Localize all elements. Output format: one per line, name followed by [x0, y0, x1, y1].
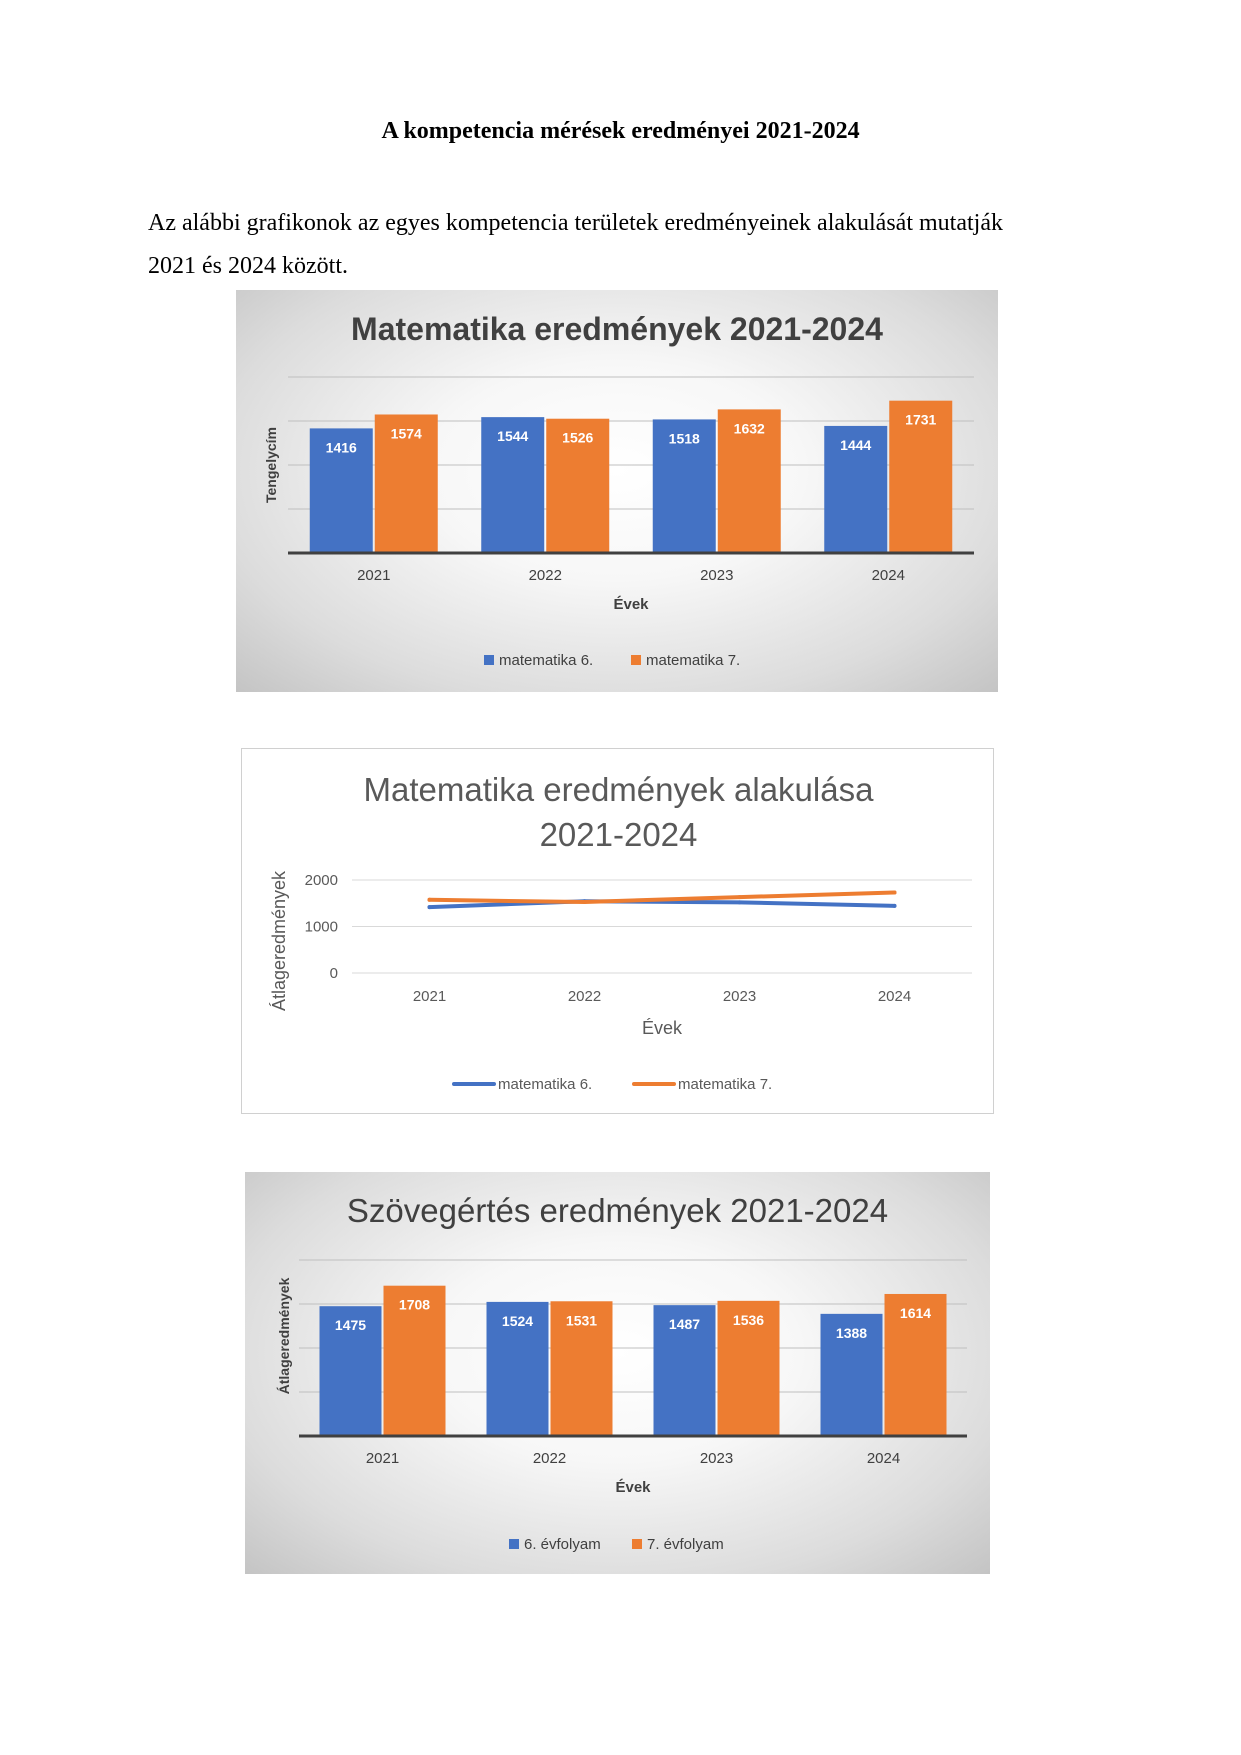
- legend-label-2: matematika 7.: [646, 652, 740, 669]
- y-axis-title: Tengelycím: [263, 427, 279, 503]
- legend-swatch-2: [631, 655, 641, 665]
- chart-title: Szövegértés eredmények 2021-2024: [347, 1192, 888, 1229]
- bar-1-2022: [481, 417, 545, 553]
- math-line-chart-svg: Matematika eredmények alakulása 2021-2024…: [269, 771, 972, 1093]
- data-label: 1731: [905, 412, 936, 428]
- legend-label-1: matematika 6.: [498, 1076, 592, 1093]
- intro-line-2: 2021 és 2024 között.: [148, 253, 348, 279]
- math-bar-chart: Matematika eredmények 2021-2024 1416 1574 2…: [236, 290, 998, 692]
- legend-label-2: 7. évfolyam: [647, 1536, 724, 1553]
- x-axis-title: Évek: [642, 1018, 683, 1038]
- legend-swatch-1: [509, 1539, 519, 1549]
- bar-2-2024: [884, 1293, 947, 1436]
- intro-line-1: Az alábbi grafikonok az egyes kompetenci…: [148, 210, 1003, 236]
- bar-1-2023: [652, 419, 716, 553]
- reading-bar-chart-svg: Szövegértés eredmények 2021-2024 1475 1708…: [276, 1192, 967, 1553]
- legend-label-2: matematika 7.: [678, 1076, 772, 1093]
- data-label: 1526: [562, 430, 593, 446]
- data-label: 1536: [733, 1312, 764, 1328]
- y-tick-label: 1000: [305, 919, 338, 936]
- bar-1-2024: [820, 1313, 883, 1436]
- math-bar-chart-svg: Matematika eredmények 2021-2024 1416 1574 2…: [263, 311, 974, 669]
- legend-label-1: 6. évfolyam: [524, 1536, 601, 1553]
- chart-title: Matematika eredmények 2021-2024: [351, 311, 883, 347]
- point-2-2023: [737, 895, 742, 900]
- x-tick-label: 2021: [366, 1450, 399, 1467]
- y-axis-title: Átlageredmények: [276, 1277, 292, 1394]
- intro-paragraph: Az alábbi grafikonok az egyes kompetenci…: [148, 202, 1098, 288]
- x-axis-title: Évek: [613, 596, 649, 613]
- data-label: 1632: [734, 420, 765, 436]
- bar-2-2021: [374, 414, 438, 553]
- data-label: 1518: [669, 430, 700, 446]
- point-2-2024: [892, 890, 897, 895]
- legend-label-1: matematika 6.: [499, 652, 593, 669]
- data-label: 1614: [900, 1305, 931, 1321]
- x-tick-label: 2024: [872, 567, 905, 584]
- point-1-2024: [892, 903, 897, 908]
- data-label: 1444: [840, 437, 871, 453]
- data-label: 1544: [497, 428, 528, 444]
- bar-2-2021: [383, 1285, 446, 1436]
- bar-1-2023: [653, 1305, 716, 1436]
- x-tick-label: 2024: [867, 1450, 900, 1467]
- point-2-2021: [427, 897, 432, 902]
- data-label: 1524: [502, 1313, 533, 1329]
- bar-2-2022: [546, 418, 610, 553]
- point-1-2021: [427, 905, 432, 910]
- data-label: 1531: [566, 1312, 597, 1328]
- bar-1-2021: [319, 1306, 382, 1436]
- x-tick-label: 2023: [700, 1450, 733, 1467]
- x-tick-label: 2022: [533, 1450, 566, 1467]
- x-tick-label: 2022: [568, 988, 601, 1005]
- data-label: 1388: [836, 1325, 867, 1341]
- point-1-2023: [737, 900, 742, 905]
- x-tick-label: 2022: [529, 567, 562, 584]
- legend-swatch-1: [484, 655, 494, 665]
- x-tick-label: 2023: [723, 988, 756, 1005]
- bar-2-2022: [550, 1301, 613, 1436]
- math-line-chart: Matematika eredmények alakulása 2021-2024…: [241, 748, 994, 1114]
- x-tick-label: 2021: [357, 567, 390, 584]
- y-axis-title: Átlageredmények: [269, 870, 289, 1011]
- x-tick-label: 2023: [700, 567, 733, 584]
- y-tick-label: 0: [330, 965, 338, 982]
- bar-2-2024: [889, 400, 953, 553]
- data-label: 1574: [391, 425, 422, 441]
- bar-2-2023: [717, 409, 781, 553]
- y-tick-label: 2000: [305, 872, 338, 889]
- document-title: A kompetencia mérések eredményei 2021-20…: [381, 118, 860, 144]
- bar-1-2024: [824, 425, 888, 553]
- legend-swatch-2: [632, 1539, 642, 1549]
- data-label: 1416: [326, 439, 357, 455]
- data-label: 1475: [335, 1317, 366, 1333]
- bar-1-2022: [486, 1301, 549, 1436]
- x-tick-label: 2024: [878, 988, 911, 1005]
- series-line-2: [427, 890, 897, 905]
- bar-2-2023: [717, 1300, 780, 1436]
- series-line-1: [427, 899, 897, 910]
- data-label: 1708: [399, 1297, 430, 1313]
- chart-title: Matematika eredmények alakulása 2021-2024: [364, 771, 875, 853]
- x-tick-label: 2021: [413, 988, 446, 1005]
- reading-bar-chart: Szövegértés eredmények 2021-2024 1475 1708…: [245, 1172, 990, 1574]
- data-label: 1487: [669, 1316, 700, 1332]
- x-axis-title: Évek: [615, 1479, 651, 1496]
- bar-1-2021: [309, 428, 373, 553]
- point-2-2022: [582, 900, 587, 905]
